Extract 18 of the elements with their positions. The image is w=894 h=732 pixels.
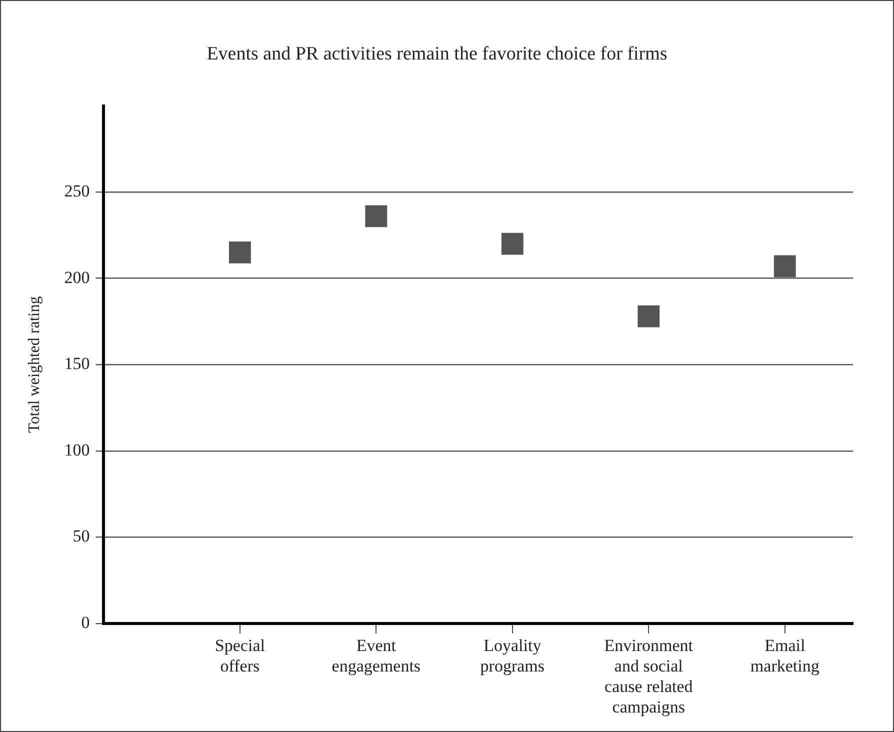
x-tick-label: Environment and social cause related campaigns [604,636,694,716]
point [638,305,660,328]
y-tick-label: 200 [64,268,90,287]
x-tick-label: Email marketing [750,636,820,676]
y-tick-label: 250 [64,182,90,201]
y-tick-label: 0 [81,612,90,632]
y-tick-label: 50 [72,526,90,546]
point [501,232,524,255]
y-tick-label: 150 [64,354,90,374]
x-tick-label: Special offers [214,636,266,676]
point [774,255,796,278]
y-tick-label: 100 [64,440,90,460]
x-tick-label: Event engagements [332,636,421,676]
chart-title: Events and PR activities remain the favorite choice for firms [206,43,668,64]
y-axis-title: Total weighted rating [26,296,43,433]
point [365,205,388,228]
x-tick-label: Loyality programs [480,636,545,676]
point [228,241,251,264]
